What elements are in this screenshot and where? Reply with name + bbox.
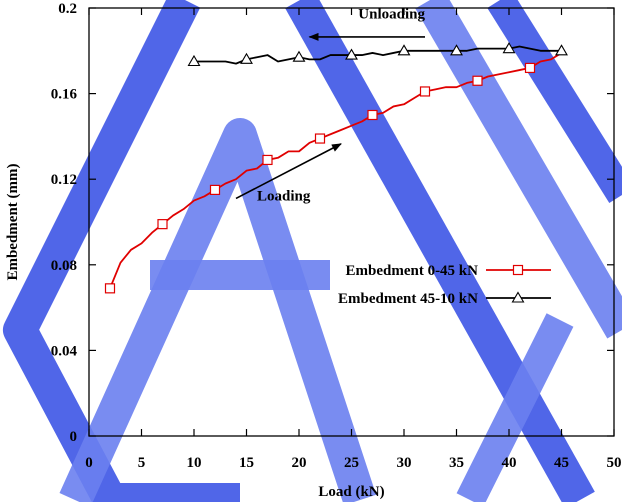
y-tick-label: 0.16	[51, 87, 78, 103]
series-layer	[104, 42, 568, 294]
data-point-1	[472, 75, 483, 86]
series-2	[187, 42, 568, 67]
data-point-2	[555, 44, 568, 56]
data-point-2	[187, 54, 201, 67]
data-point-2	[240, 52, 253, 64]
x-axis-ticks: 0 5 10 15 20 25 30 35 40 45 50	[85, 8, 622, 471]
watermark-stroke	[285, 0, 595, 502]
y-tick-label: 0.08	[51, 258, 77, 274]
legend-label-2: Embedment 45-10 kN	[338, 291, 478, 307]
y-tick-label: 0.04	[51, 343, 78, 359]
y-axis-label: Embedment (mm)	[5, 163, 21, 280]
data-point-2	[345, 48, 358, 60]
data-point-2	[397, 44, 411, 56]
watermark-stroke	[487, 0, 622, 203]
x-tick-label: 15	[239, 455, 254, 471]
data-point-1	[104, 283, 116, 294]
data-point-1	[157, 219, 168, 230]
x-tick-label: 20	[292, 455, 307, 471]
data-point-1	[314, 133, 326, 144]
watermark-layer	[3, 0, 622, 502]
series-line-1	[109, 52, 562, 289]
annotation-arrow	[235, 143, 342, 200]
x-tick-label: 35	[449, 455, 464, 471]
y-tick-label: 0.2	[58, 1, 77, 17]
annotation-layer: Unloading Loading	[235, 7, 425, 205]
data-point-1	[524, 62, 536, 74]
x-tick-label: 30	[397, 455, 412, 471]
watermark-stroke	[3, 0, 240, 502]
data-point-1	[419, 86, 431, 97]
x-tick-label: 10	[187, 455, 202, 471]
x-tick-label: 45	[554, 455, 569, 471]
data-point-2	[450, 44, 463, 56]
legend-marker-1	[512, 264, 524, 276]
x-tick-label: 25	[344, 455, 359, 471]
y-tick-label: 0.12	[51, 172, 77, 188]
x-tick-label: 50	[607, 455, 622, 471]
legend: Embedment 0-45 kN Embedment 45-10 kN	[338, 263, 551, 307]
watermark-stroke	[456, 313, 574, 502]
series-line-2	[194, 45, 562, 65]
annotation-label: Loading	[257, 189, 311, 205]
y-tick-label: 0	[70, 429, 78, 445]
data-point-1	[262, 154, 273, 166]
annotation-label: Unloading	[358, 7, 425, 23]
data-point-2	[502, 42, 516, 54]
x-tick-label: 40	[502, 455, 517, 471]
data-point-1	[209, 184, 221, 195]
x-tick-label: 0	[85, 455, 93, 471]
series-1	[104, 52, 562, 294]
watermark-stroke	[59, 118, 377, 502]
y-axis-ticks: 0 0.04 0.08 0.12 0.16 0.2	[51, 1, 614, 445]
data-point-1	[367, 109, 378, 121]
x-tick-label: 5	[138, 455, 146, 471]
legend-marker-2	[511, 291, 525, 303]
legend-label-1: Embedment 0-45 kN	[345, 263, 478, 279]
data-point-2	[292, 50, 306, 62]
x-axis-label: Load (kN)	[318, 484, 384, 500]
